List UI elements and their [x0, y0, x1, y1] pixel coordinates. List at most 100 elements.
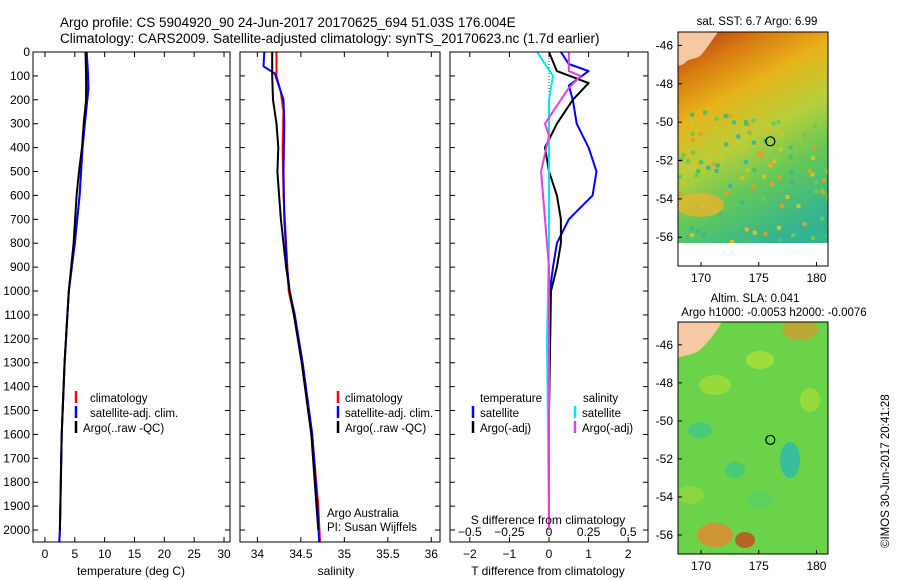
difference-xtick-labels: −2 −1 0 1 2−0.5 −0.25 0 0.25 0.5 — [458, 52, 637, 561]
series-line — [271, 52, 320, 531]
sst-cell — [791, 233, 796, 237]
ytick-label: 100 — [10, 69, 30, 83]
series-line — [544, 52, 590, 530]
temperature-xtick-labels: 0 5 10 15 20 25 30 — [42, 52, 231, 561]
ytick-label: 700 — [10, 212, 30, 226]
sst-cell — [682, 181, 687, 186]
salinity-axes-frame — [239, 51, 441, 543]
sst-cell — [762, 174, 767, 179]
sla-blob — [688, 422, 712, 438]
sst-cell — [696, 161, 701, 166]
sst-cell — [823, 233, 828, 238]
s-tick-label: −0.5 — [458, 525, 482, 539]
sst-cell — [703, 110, 708, 115]
map-ytick-label: -54 — [656, 192, 674, 206]
sst-cell — [826, 194, 828, 199]
sla-map-frame — [677, 321, 829, 555]
s-tick-label: −0.25 — [494, 525, 525, 539]
legend-label-s-argo: Argo(-adj) — [582, 423, 633, 435]
legend-label-argo: Argo(..raw -QC) — [345, 423, 426, 435]
xtick-label: −2 — [463, 547, 477, 561]
sla-blob — [697, 523, 733, 547]
xtick-label: −1 — [503, 547, 517, 561]
difference-legend: temperature salinity satellite Argo(-adj… — [471, 393, 633, 435]
ytick-label: 1300 — [3, 356, 30, 370]
ytick-label: 1200 — [3, 332, 30, 346]
sst-cell — [813, 180, 818, 185]
ytick-label: 600 — [10, 188, 30, 202]
series-line — [540, 52, 582, 530]
ytick-label: 400 — [10, 141, 30, 155]
sst-land-mass — [678, 32, 718, 66]
sst-cell — [765, 127, 770, 132]
sst-cell — [679, 157, 684, 162]
sst-cell — [814, 189, 819, 194]
xtick-label: 35.5 — [376, 547, 400, 561]
legend-label-satellite: satellite-adj. clim. — [90, 408, 178, 420]
sst-cell — [712, 149, 717, 154]
temperature-ytick-labels: 0 100 200 300 400 500 600 700 800 900 1000 1100 1200… — [3, 45, 230, 537]
map-xtick-label: 170 — [691, 271, 711, 285]
sst-cell — [694, 173, 699, 178]
difference-top-xlabel: S difference from climatology — [471, 513, 626, 527]
map-ytick-label: -50 — [656, 115, 674, 129]
sst-cell — [796, 204, 801, 209]
xtick-label: 15 — [128, 547, 142, 561]
sst-cell — [698, 131, 703, 136]
sst-cell — [777, 175, 782, 180]
map-ytick-label: -48 — [656, 376, 674, 390]
xtick-label: 36 — [425, 547, 439, 561]
sst-cell — [690, 119, 695, 124]
sst-cell — [788, 154, 793, 159]
sst-cell — [679, 210, 684, 215]
sst-cell — [811, 155, 816, 160]
ytick-label: 1700 — [3, 451, 30, 465]
legend-label-t-satellite: satellite — [480, 408, 519, 420]
sst-cell — [690, 138, 695, 142]
sst-cell — [752, 168, 757, 173]
sst-cell — [768, 163, 773, 168]
sst-cell — [802, 133, 807, 138]
sst-cell — [793, 156, 798, 161]
sst-cell — [719, 156, 724, 161]
sst-cell — [786, 188, 791, 193]
xtick-label: 30 — [217, 547, 231, 561]
xtick-label: 10 — [98, 547, 112, 561]
xtick-label: 5 — [71, 547, 78, 561]
sla-blob — [725, 462, 745, 478]
sst-cell — [730, 240, 734, 244]
xtick-label: 1 — [585, 547, 592, 561]
legend-title-salinity: salinity — [583, 393, 618, 405]
ytick-label: 200 — [10, 93, 30, 107]
sla-blob — [699, 375, 731, 395]
ytick-label: 1500 — [3, 404, 30, 418]
sst-cell — [751, 184, 756, 189]
map-xtick-label: 175 — [749, 559, 769, 573]
temperature-profile-panel: 0100200300400500600700800900100011001200… — [3, 45, 231, 578]
sst-map-title: sat. SST: 6.7 Argo: 6.99 — [697, 16, 818, 28]
sst-cell — [691, 150, 696, 155]
sst-cell — [760, 153, 765, 158]
sst-cell — [752, 230, 757, 235]
map-xtick-label: 180 — [806, 271, 826, 285]
sst-cell — [678, 192, 683, 197]
sst-map-frame — [677, 31, 829, 267]
sst-cell — [731, 120, 736, 125]
legend-title-temperature: temperature — [480, 393, 542, 405]
sst-cell — [796, 231, 801, 236]
sst-cell — [772, 159, 777, 164]
sla-blob — [800, 388, 820, 412]
sst-cell — [711, 161, 716, 166]
sst-cell — [747, 130, 752, 135]
sst-cell — [689, 233, 694, 238]
legend-label-t-argo: Argo(-adj) — [480, 423, 531, 435]
sst-cell — [745, 168, 750, 173]
sst-cell — [724, 142, 729, 147]
sst-cell — [715, 163, 720, 168]
xtick-label: 34.5 — [289, 547, 313, 561]
sst-cell — [763, 231, 768, 236]
sst-cell — [690, 131, 695, 136]
ytick-label: 1000 — [3, 284, 30, 298]
sst-cell — [678, 174, 682, 179]
sst-cell — [811, 236, 815, 241]
